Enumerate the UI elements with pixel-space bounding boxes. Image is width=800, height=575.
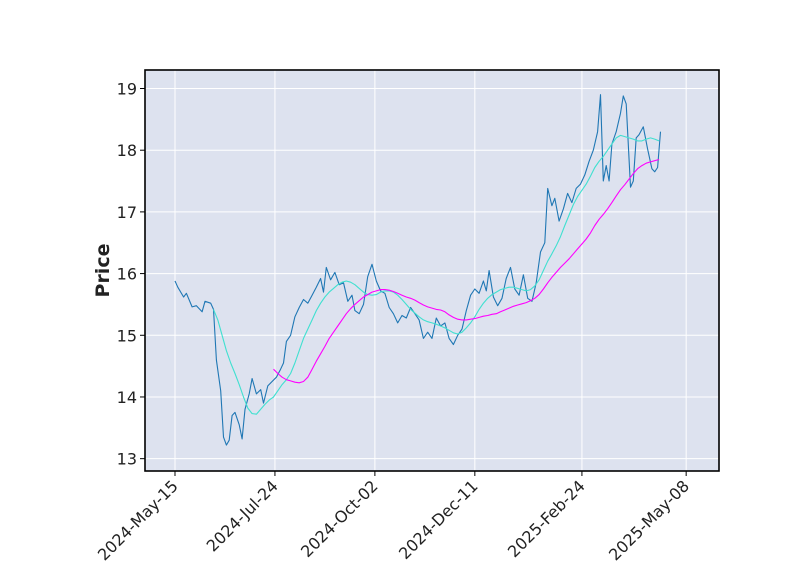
y-tick-label: 19: [117, 80, 137, 99]
x-tick-label: 2024-Jul-24: [203, 476, 282, 555]
x-tick-label: 2024-Oct-02: [297, 476, 382, 561]
grid: [145, 70, 719, 471]
y-tick-label: 17: [117, 203, 137, 222]
y-tick-label: 18: [117, 141, 137, 160]
series-layer: [174, 94, 662, 446]
moving-average-slow-line: [273, 158, 660, 384]
moving-average-fast-line: [212, 134, 660, 415]
y-tick-label: 14: [117, 388, 137, 407]
y-axis-title: Price: [92, 244, 114, 298]
y-tick-label: 15: [117, 326, 137, 345]
x-tick-label: 2025-May-08: [605, 476, 693, 564]
plot-background: [145, 70, 719, 471]
x-tick-label: 2025-Feb-24: [504, 476, 589, 561]
x-tick-label: 2024-Dec-11: [395, 476, 482, 563]
x-tick-label: 2024-May-15: [94, 476, 182, 564]
price-line: [174, 94, 662, 446]
y-tick-label: 16: [117, 265, 137, 284]
y-tick-label: 13: [117, 450, 137, 469]
plot-frame: [144, 69, 720, 472]
